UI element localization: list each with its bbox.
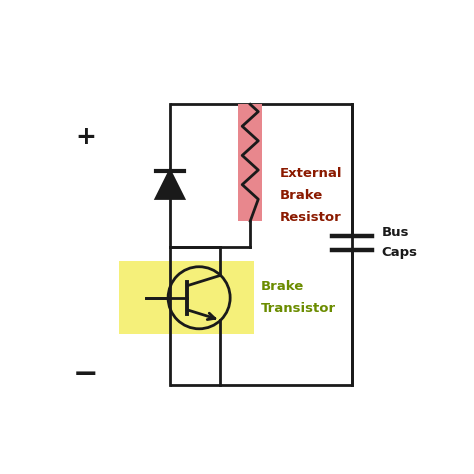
Bar [238, 104, 262, 221]
Text: Brake: Brake [261, 280, 304, 293]
Text: Transistor: Transistor [261, 302, 336, 315]
Text: Caps: Caps [382, 246, 418, 259]
Bar [119, 261, 254, 334]
Text: +: + [75, 125, 96, 149]
Text: External: External [279, 167, 342, 180]
Text: Resistor: Resistor [279, 211, 341, 224]
Text: Brake: Brake [279, 189, 323, 202]
Polygon shape [156, 171, 184, 199]
Text: −: − [73, 360, 99, 389]
Text: Bus: Bus [382, 226, 409, 238]
